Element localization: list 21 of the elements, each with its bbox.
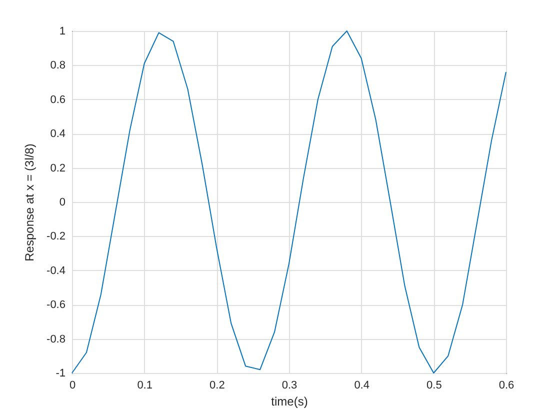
- y-tick-label: -1: [56, 368, 66, 380]
- y-tick-label: -0.2: [46, 230, 66, 243]
- y-tick-label: 0.4: [50, 128, 66, 140]
- x-tick-label: 0.1: [137, 380, 152, 392]
- y-tick-label: -0.8: [46, 333, 66, 346]
- x-tick-label: 0.5: [426, 380, 442, 392]
- y-tick-label: 0: [59, 196, 66, 208]
- y-tick-label: 0.8: [50, 60, 66, 72]
- x-tick-label: 0.6: [498, 380, 514, 392]
- y-tick-label: 0.2: [50, 162, 66, 174]
- y-tick-label: -0.4: [46, 264, 66, 277]
- x-tick-label: 0.3: [282, 380, 298, 392]
- y-tick-label: 1: [59, 26, 66, 38]
- y-axis-title: Response at x = (3l/8): [22, 144, 37, 262]
- y-tick-label: -0.6: [46, 299, 66, 312]
- x-axis-title: time(s): [271, 394, 308, 408]
- x-tick-label: 0: [69, 380, 76, 392]
- x-tick-label: 0.4: [354, 380, 370, 392]
- line-series: [72, 30, 506, 374]
- x-tick-label: 0.2: [210, 380, 225, 392]
- y-tick-label: 0.6: [50, 94, 66, 106]
